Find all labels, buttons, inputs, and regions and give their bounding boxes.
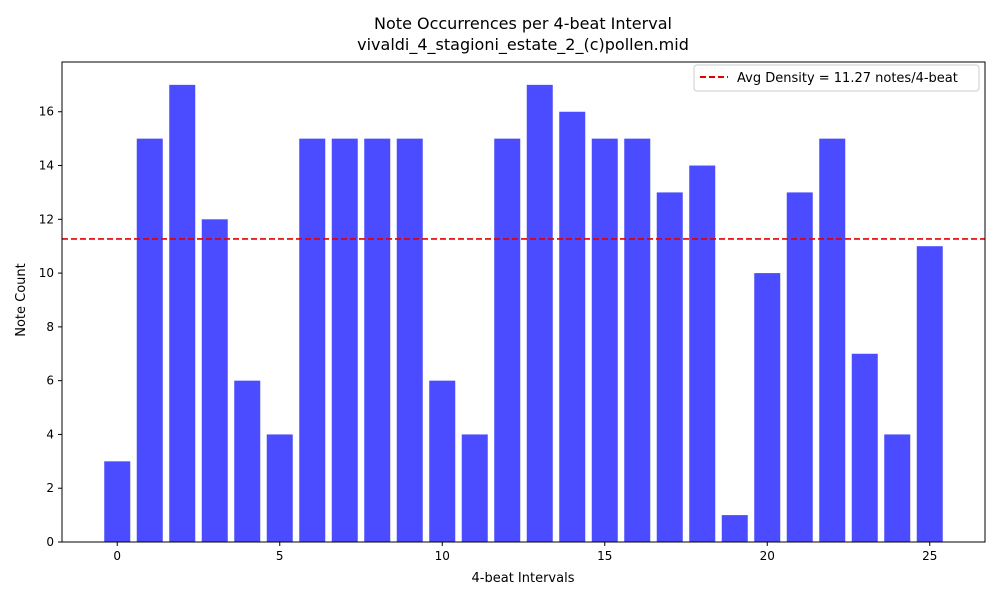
bar-interval-20 <box>754 273 781 542</box>
y-tick-label: 8 <box>46 320 54 334</box>
bar-interval-3 <box>201 219 228 543</box>
bar-interval-22 <box>819 138 846 542</box>
bar-interval-15 <box>591 138 618 542</box>
bar-interval-12 <box>494 138 521 542</box>
legend-label: Avg Density = 11.27 notes/4-beat <box>737 71 958 86</box>
bar-interval-2 <box>169 84 196 542</box>
bar-interval-9 <box>396 138 423 542</box>
bar-interval-6 <box>299 138 326 542</box>
bar-interval-4 <box>234 380 261 542</box>
bar-interval-0 <box>104 461 131 542</box>
bar-interval-8 <box>364 138 391 542</box>
x-tick-label: 20 <box>760 549 775 563</box>
bar-interval-11 <box>461 434 488 542</box>
bar-interval-19 <box>721 515 748 542</box>
legend: Avg Density = 11.27 notes/4-beat <box>693 64 980 92</box>
chart-subtitle: vivaldi_4_stagioni_estate_2_(c)pollen.mi… <box>357 35 689 55</box>
y-axis-label: Note Count <box>14 263 29 337</box>
plot-area-frame <box>61 61 986 543</box>
y-tick-label: 4 <box>46 427 54 441</box>
y-tick-label: 14 <box>39 159 54 173</box>
x-tick-label: 15 <box>597 549 612 563</box>
x-axis-label: 4-beat Intervals <box>472 571 575 586</box>
bar-interval-10 <box>429 380 456 542</box>
chart-title: Note Occurrences per 4-beat Interval <box>374 14 672 33</box>
bar-interval-13 <box>526 84 553 542</box>
y-axis-ticks: 0 2 4 6 8 10 12 14 16 <box>39 105 62 549</box>
y-tick-label: 2 <box>46 481 54 495</box>
bar-interval-23 <box>851 353 878 542</box>
bar-interval-5 <box>266 434 293 542</box>
bar-interval-25 <box>916 246 943 543</box>
x-tick-label: 5 <box>276 549 284 563</box>
bar-interval-17 <box>656 192 683 542</box>
bar-interval-16 <box>624 138 651 542</box>
x-axis-ticks: 0 5 10 15 20 25 <box>113 542 937 563</box>
bars-group <box>104 84 943 543</box>
y-tick-label: 16 <box>39 105 54 119</box>
bar-interval-24 <box>884 434 911 542</box>
bar-interval-21 <box>786 192 813 542</box>
x-tick-label: 0 <box>113 549 121 563</box>
y-tick-label: 12 <box>39 212 54 226</box>
bar-interval-7 <box>331 138 358 542</box>
bar-interval-14 <box>559 111 586 543</box>
y-tick-label: 0 <box>46 535 54 549</box>
bar-interval-18 <box>689 165 716 542</box>
x-tick-label: 25 <box>922 549 937 563</box>
x-tick-label: 10 <box>435 549 450 563</box>
bar-interval-1 <box>136 138 163 542</box>
y-tick-label: 10 <box>39 266 54 280</box>
y-tick-label: 6 <box>46 374 54 388</box>
legend-box <box>693 64 980 92</box>
